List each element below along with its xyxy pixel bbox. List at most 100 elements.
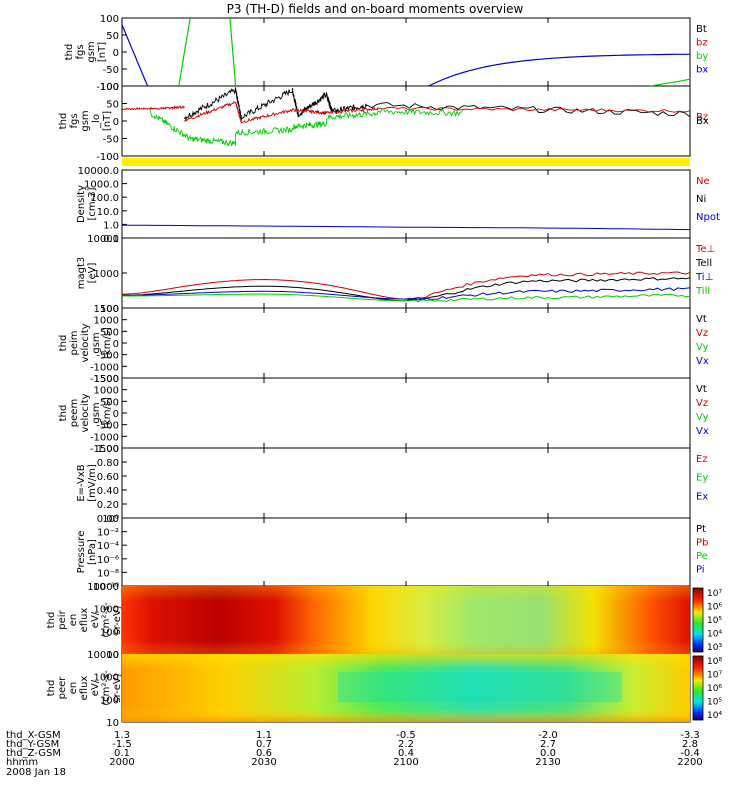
ytick-label-peer-3: 10: [106, 718, 119, 729]
ytick-label-density-4: 1.0: [103, 220, 119, 231]
xaxis-row-label-2: thd_Z-GSM: [6, 748, 61, 759]
ytick-label-temp-0: 10000: [87, 234, 119, 245]
xaxis-row-label-0: thd_X-GSM: [6, 730, 61, 741]
fgs-bx-late-line: [428, 53, 691, 87]
peir-spectrogram-shade: [122, 586, 690, 654]
xaxis-value-2-0: -0.5: [396, 730, 416, 741]
fgs-lo-bx-line: [184, 87, 691, 121]
temp-line-3: [122, 293, 691, 303]
legend-fgs-1: bz: [696, 38, 708, 49]
ylabel-fgs_lo-3: _lo: [91, 114, 102, 129]
xaxis-value-3-2: 0.0: [540, 748, 556, 759]
legend-peim-0: Vt: [696, 314, 707, 325]
ytick-label-peir-3: 10: [106, 650, 119, 661]
legend-efield-1: Ey: [696, 473, 708, 484]
ylabel-fgs-0: thd: [64, 44, 75, 61]
ylabel-peem-2: velocity: [80, 393, 91, 432]
fgs-lo-bz-start-line: [121, 104, 185, 111]
ylabel-density-1: [cm-3]: [87, 187, 98, 220]
ylabel-fgs-1: fgs: [75, 44, 86, 59]
ytick-label-peer-2: 100: [100, 695, 119, 706]
ytick-label-efield-3: 0.40: [97, 486, 119, 497]
fgs-by-end-line: [650, 78, 691, 87]
legend-efield-2: Ex: [696, 491, 708, 502]
ylabel-pressure-0: Pressure: [76, 531, 87, 574]
ytick-label-peir-2: 100: [100, 627, 119, 638]
ytick-label-fgs_lo-2: 0: [113, 117, 119, 128]
ytick-label-efield-2: 0.60: [97, 472, 119, 483]
ytick-label-peer-1: 1000: [94, 673, 119, 684]
temp-line-2: [122, 287, 691, 300]
ytick-label-peim-6: -1500: [90, 374, 119, 385]
ylabel-peir-1: peir: [57, 609, 68, 629]
colorbar-peir: [692, 587, 704, 653]
legend-temp-2: Ti⊥: [695, 272, 713, 283]
legend-density-2: Npot: [696, 212, 720, 223]
ytick-label-peim-4: -500: [96, 351, 119, 362]
ytick-label-pressure-2: 10⁻⁴: [97, 541, 119, 552]
legend-pressure-3: Pi: [696, 565, 705, 576]
ytick-label-fgs_lo-0: 100: [100, 82, 119, 93]
ylabel-fgs_lo-0: thd: [58, 113, 69, 130]
colorbar-label-peir-3: 10⁴: [707, 630, 722, 640]
ytick-label-peem-2: 500: [100, 397, 119, 408]
ytick-label-peir-0: 10000: [87, 582, 119, 593]
legend-temp-0: Te⊥: [695, 244, 715, 255]
ytick-label-fgs-4: -100: [96, 82, 119, 93]
ytick-label-density-1: 1000.0: [84, 180, 119, 191]
xaxis-value-4-1: 2.8: [682, 739, 698, 750]
ytick-label-peim-5: -1000: [90, 362, 119, 373]
ylabel-peer-1: peer: [57, 676, 68, 700]
ytick-label-pressure-1: 10⁻²: [97, 528, 119, 539]
panel-frame-pressure: [121, 517, 691, 587]
xaxis-value-2-2: 0.4: [398, 748, 414, 759]
ytick-label-peem-0: 1500: [94, 374, 119, 385]
ytick-label-peim-3: 0: [113, 339, 119, 350]
panel-frame-fgs: [121, 17, 691, 87]
ylabel-fgs_lo-4: [nT]: [102, 111, 113, 131]
ytick-label-fgs_lo-3: -50: [103, 135, 119, 146]
ytick-label-peem-5: -1000: [90, 432, 119, 443]
legend-peem-2: Vy: [696, 412, 709, 423]
ylabel-peer-3: eflux: [79, 676, 90, 701]
ytick-label-density-2: 100.0: [90, 193, 119, 204]
legend-fgs-3: bx: [696, 65, 708, 76]
ylabel-fgs_lo-2: gsm: [80, 110, 91, 131]
ytick-label-fgs-0: 100: [100, 14, 119, 25]
ylabel-peir-6: sr-eV): [112, 605, 123, 634]
ylabel-peem-1: peem: [69, 399, 80, 427]
xaxis-value-1-0: 1.1: [256, 730, 272, 741]
ytick-label-temp-1: 1000: [94, 269, 119, 280]
ytick-label-fgs-2: 0: [113, 48, 119, 59]
ylabel-peer-6: sr-eV): [112, 673, 123, 702]
legend-fgs-0: Bt: [696, 24, 707, 35]
ytick-label-peem-4: -500: [96, 421, 119, 432]
legend-peem-1: Vz: [696, 398, 708, 409]
peer-spectrogram-shade: [122, 654, 690, 722]
ylabel-efield-1: [mV/m]: [87, 464, 98, 502]
legend-density-1: Ni: [696, 194, 706, 205]
ylabel-peir-4: eV/: [90, 611, 101, 628]
chart-title: P3 (TH-D) fields and on-board moments ov…: [227, 2, 524, 16]
ytick-label-peir-1: 1000: [94, 605, 119, 616]
ytick-label-peem-3: 0: [113, 409, 119, 420]
ytick-label-efield-5: 0.00: [97, 514, 119, 525]
ytick-label-density-5: 0.1: [103, 234, 119, 245]
fgs-by-rise-line: [178, 17, 191, 87]
xaxis-row-label-4: 2008 Jan 18: [6, 767, 66, 778]
ytick-label-peim-0: 1500: [94, 304, 119, 315]
xaxis-value-2-1: 2.2: [398, 739, 414, 750]
ytick-label-efield-4: 0.20: [97, 500, 119, 511]
ylabel-peer-5: (cm²-s-: [101, 670, 112, 706]
ytick-label-fgs-3: -50: [103, 65, 119, 76]
quality-flag-bar: [122, 158, 690, 166]
xaxis-row-label-1: thd_Y-GSM: [6, 739, 59, 750]
ytick-label-pressure-3: 10⁻⁶: [97, 555, 119, 566]
density-npot-line: [122, 224, 691, 231]
xaxis-value-4-3: 2200: [677, 757, 702, 768]
colorbar-label-peir-2: 10⁵: [707, 616, 722, 626]
ylabel-peim-1: peim: [69, 330, 80, 355]
colorbar-label-peir-4: 10³: [707, 643, 722, 653]
ylabel-pressure-1: [nPa]: [87, 539, 98, 565]
ylabel-peim-4: [km/s]: [102, 327, 113, 359]
